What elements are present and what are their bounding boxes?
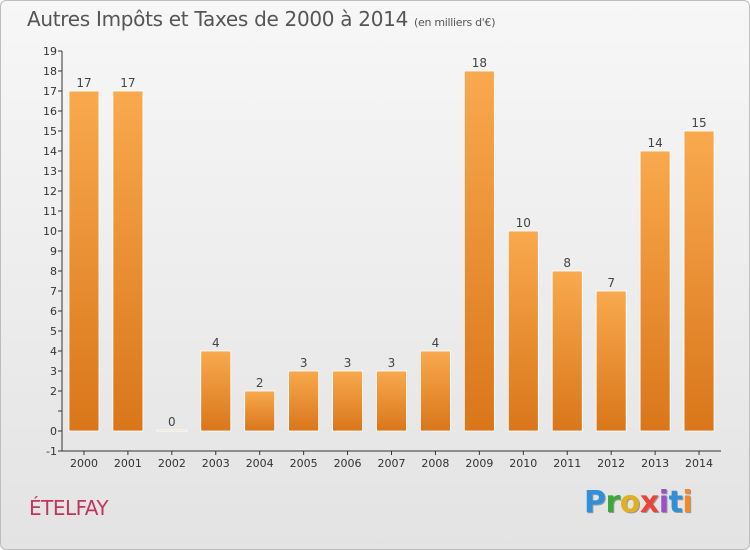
bars: 17 17 0 4 2 3 3 3 4 18 10 8 7 14 15 [68,56,715,432]
bar-value-label: 3 [388,356,396,370]
logo-letter: x [639,485,659,520]
bar-value-label: 7 [607,276,615,290]
axes: -1 0 2 3 4 5 6 7 8 9 10 11 12 13 14 15 16 17 18 19 2000 2001 2… [43,45,721,470]
x-tick-label: 2001 [114,457,142,470]
bar-value-label: 4 [212,336,220,350]
y-tick-label: 6 [50,305,57,318]
bar [68,90,100,432]
x-tick-label: 2009 [465,457,493,470]
x-tick-label: 2006 [334,457,362,470]
x-tick-label: 2012 [597,457,625,470]
bar-value-label: 3 [300,356,308,370]
x-tick-label: 2011 [553,457,581,470]
y-tick-label: 8 [50,265,57,278]
logo-letter: t [668,485,683,520]
bar-value-label: 14 [647,136,662,150]
x-tick-label: 2002 [158,457,186,470]
y-tick-label: -1 [46,445,57,458]
y-tick-label: 15 [43,125,57,138]
bar [376,370,407,432]
bar [595,290,627,432]
x-tick-label: 2000 [70,457,98,470]
bar-value-label: 18 [472,56,487,70]
commune-name: ÉTELFAY [29,496,109,520]
proxiti-logo: Proxiti [584,485,693,520]
bar [288,370,320,432]
x-tick-label: 2013 [641,457,669,470]
y-tick-label: 4 [50,345,57,358]
bar-value-label: 2 [256,376,264,390]
x-tick-label: 2014 [685,457,713,470]
bar-value-label: 17 [76,76,91,90]
chart-title: Autres Impôts et Taxes de 2000 à 2014 (en… [27,7,495,31]
bar [463,70,495,432]
bar [420,350,451,432]
y-tick-label: 13 [43,165,57,178]
y-tick-label: 10 [43,225,57,238]
y-tick-label: 16 [43,105,57,118]
x-tick-label: 2003 [202,457,230,470]
bar [507,230,539,432]
bar [156,429,188,432]
y-tick-label: 12 [43,185,57,198]
bar [200,350,232,432]
logo-letter: i [682,485,693,520]
y-tick-label: 14 [43,145,57,158]
logo-letter: P [584,485,606,520]
bar [639,150,671,432]
y-tick-label: 11 [43,205,57,218]
logo-letter: i [658,485,669,520]
logo-letter: o [619,485,641,520]
bar-value-label: 17 [120,76,135,90]
y-tick-label: 3 [50,365,57,378]
bar-value-label: 8 [563,256,571,270]
x-tick-label: 2008 [421,457,449,470]
y-tick-label: 17 [43,85,57,98]
chart-title-unit: (en milliers d'€) [414,16,496,29]
x-tick-label: 2007 [378,457,406,470]
logo-letter: r [605,485,621,520]
bar [683,130,715,432]
bar [551,270,583,432]
x-tick-label: 2004 [246,457,274,470]
bar-value-label: 3 [344,356,352,370]
bar-value-label: 4 [432,336,440,350]
bar [112,90,144,432]
y-tick-label: 19 [43,45,57,58]
chart-title-text: Autres Impôts et Taxes de 2000 à 2014 [27,7,408,31]
y-tick-label: 7 [50,285,57,298]
y-tick-label: 2 [50,385,57,398]
y-tick-label: 0 [50,425,57,438]
bar-value-label: 15 [691,116,706,130]
bar [332,370,363,432]
y-tick-label: 18 [43,65,57,78]
y-tick-label: 9 [50,245,57,258]
y-tick-label: 5 [50,325,57,338]
bar [244,390,276,432]
bar-value-label: 10 [516,216,531,230]
bar-value-label: 0 [168,415,176,429]
x-tick-label: 2010 [509,457,537,470]
x-tick-label: 2005 [290,457,318,470]
